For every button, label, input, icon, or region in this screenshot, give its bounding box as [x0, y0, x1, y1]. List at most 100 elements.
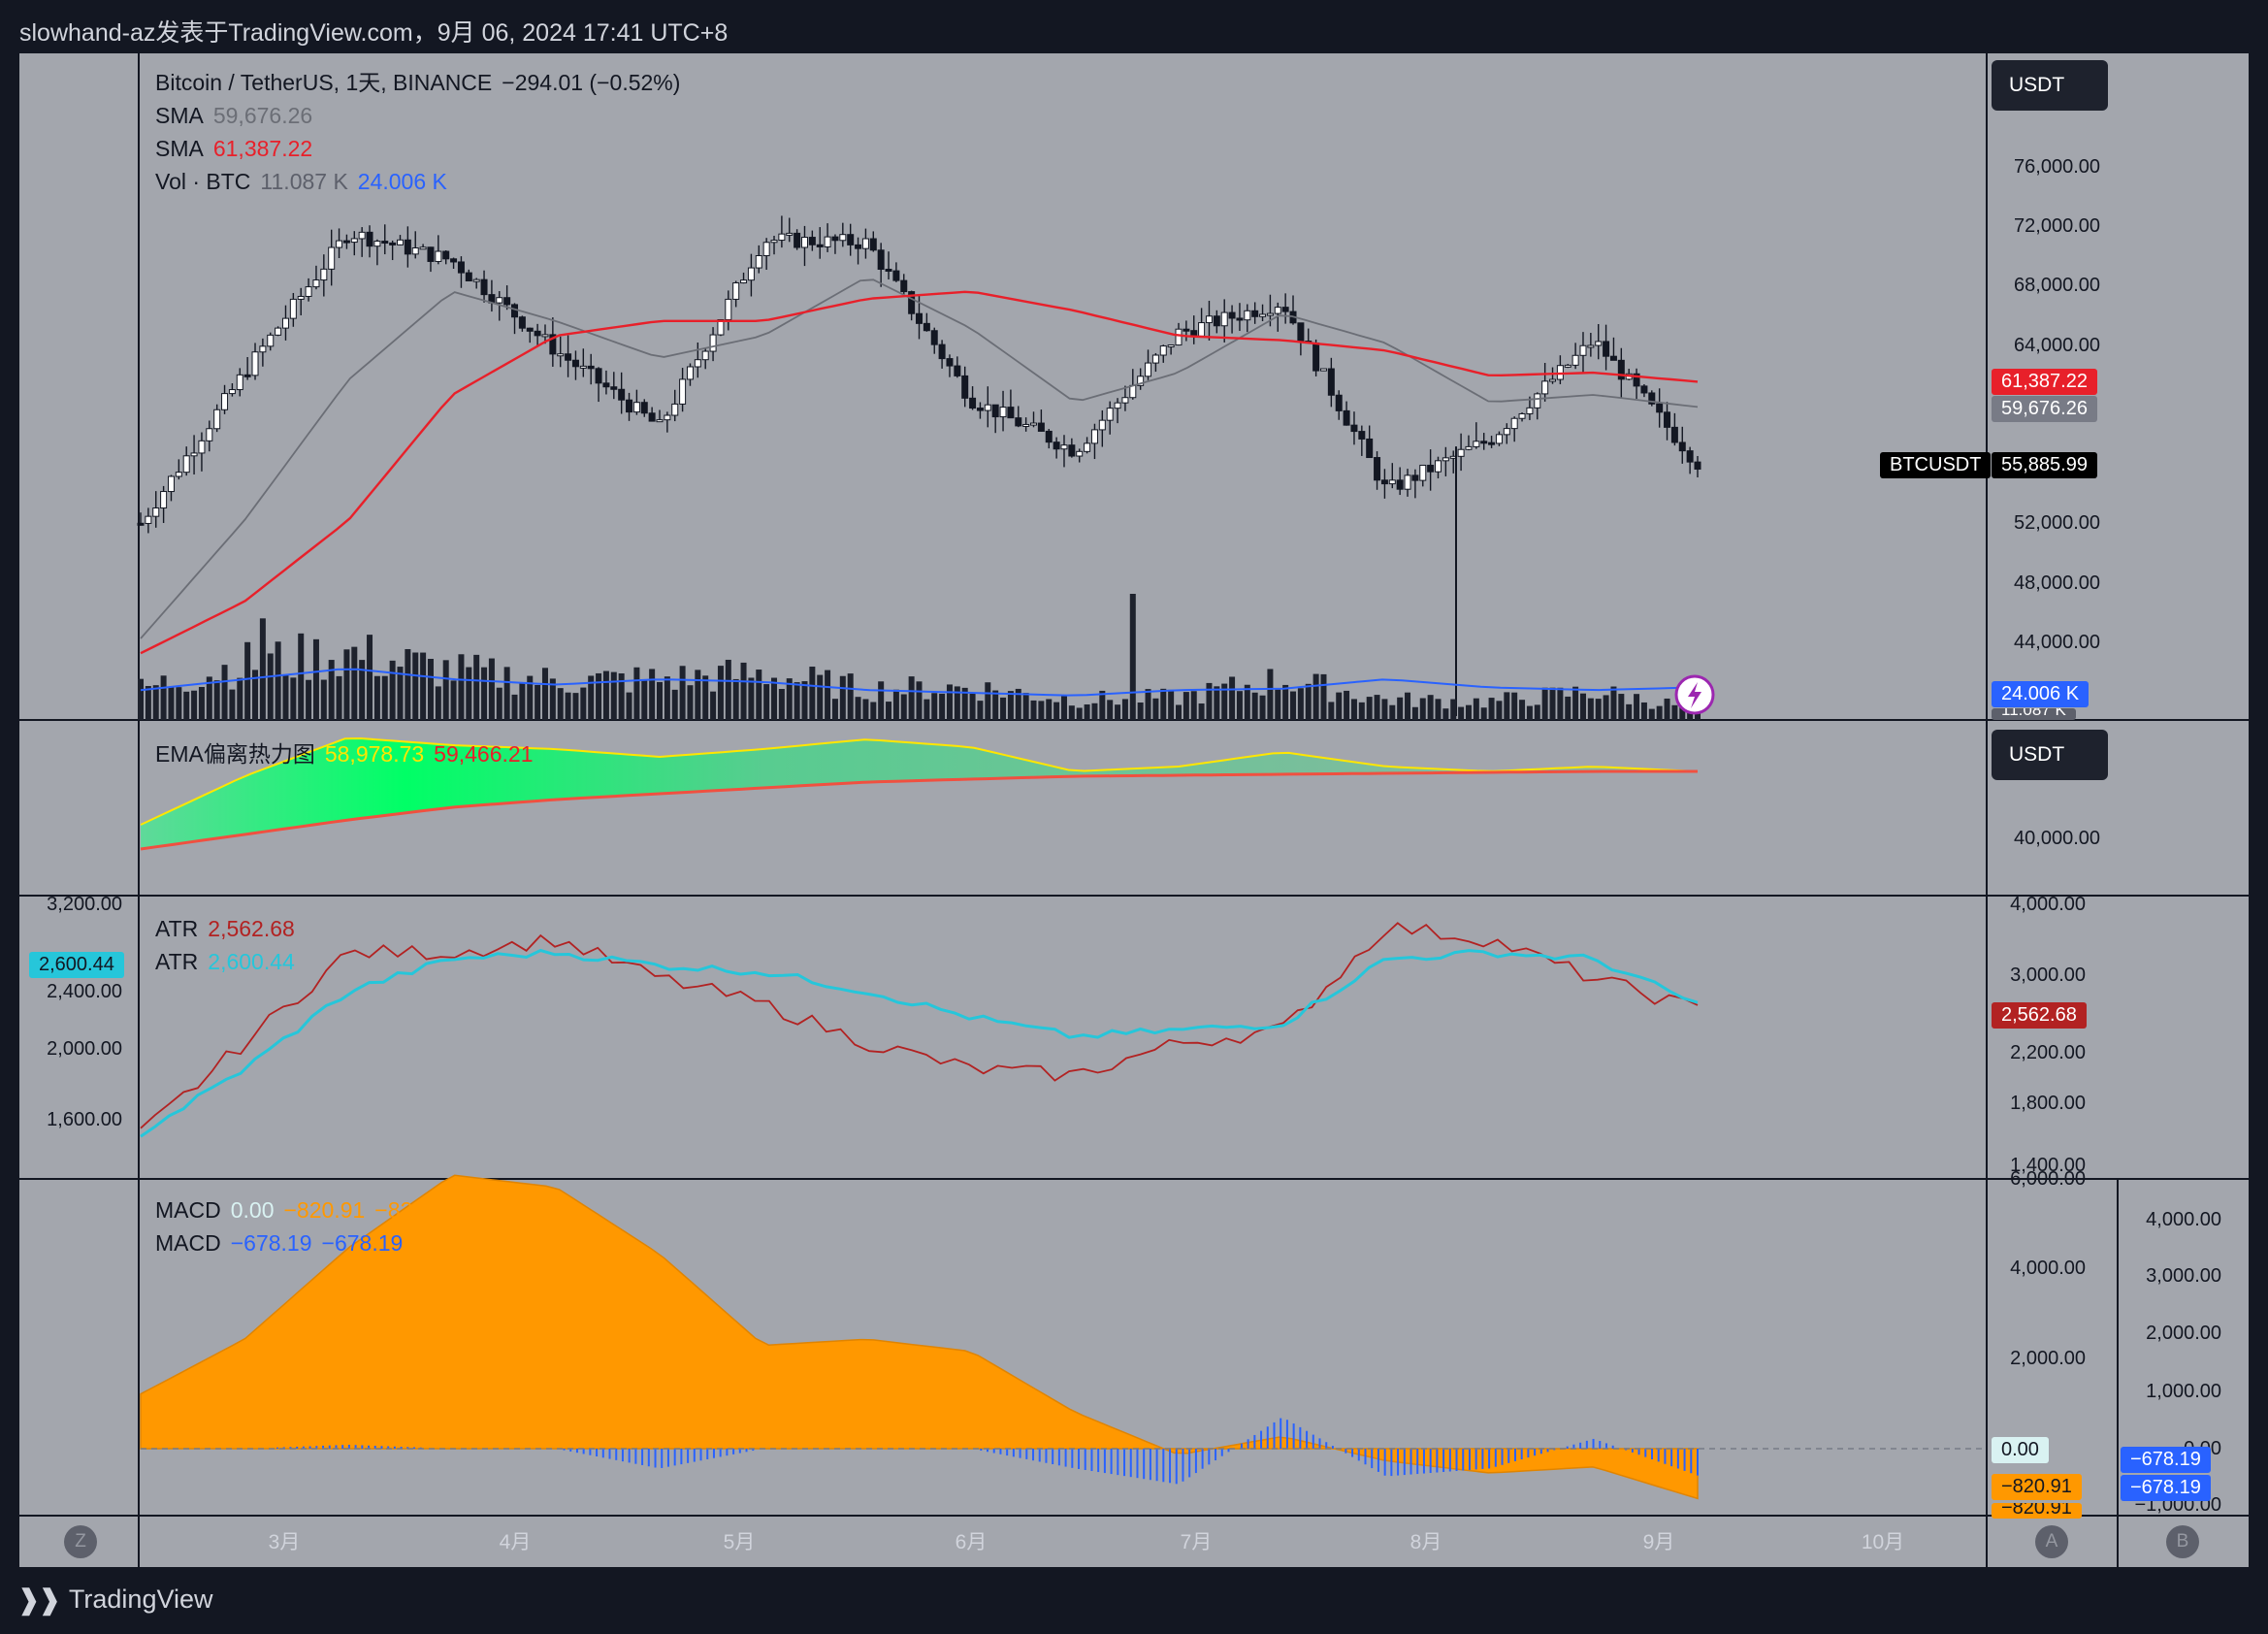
volume-bar	[473, 654, 480, 720]
sma-slow-line	[140, 290, 1699, 655]
macd-value-tag: −820.91	[1992, 1474, 2082, 1500]
candle-body	[565, 353, 572, 361]
volume-bar	[312, 638, 319, 720]
volume-bar	[206, 676, 212, 720]
candle-body	[1503, 428, 1510, 436]
volume-bar	[511, 694, 518, 720]
volume-bar	[1465, 704, 1472, 720]
candle-body	[1549, 378, 1557, 382]
lightning-icon[interactable]	[1674, 674, 1715, 715]
last-price-tag: 55,885.99	[1992, 452, 2097, 478]
volume-bar	[1168, 689, 1175, 720]
candle-body	[1090, 429, 1098, 444]
candle-body	[855, 244, 862, 249]
price-axis-tick: 72,000.00	[2014, 215, 2100, 237]
volume-bar	[1312, 673, 1319, 720]
volume-bar	[1640, 702, 1647, 720]
volume-bar	[435, 686, 441, 720]
volume-bar	[725, 659, 731, 720]
volume-bar	[596, 672, 602, 720]
candle-body	[1473, 441, 1480, 447]
volume-bar	[618, 673, 625, 720]
volume-bar	[282, 674, 289, 720]
volume-bar	[1000, 697, 1007, 720]
volume-bar	[695, 670, 701, 720]
volume-bar	[778, 689, 785, 720]
macd-right-axis-tick: 3,000.00	[2146, 1265, 2221, 1287]
candle-body	[503, 297, 511, 306]
volume-bar	[1198, 703, 1205, 720]
macd-inner-axis-tick: 2,000.00	[2010, 1348, 2086, 1369]
candle-body	[626, 399, 633, 413]
volume-bar	[1259, 695, 1266, 720]
macd-inner-axis-tick: 4,000.00	[2010, 1258, 2086, 1279]
volume-bar	[275, 641, 281, 720]
candle-body	[877, 249, 885, 270]
volume-bar	[496, 687, 502, 720]
candle-body	[305, 286, 312, 297]
footer-brand: ❱❱ TradingView	[17, 1584, 213, 1616]
candle-body	[228, 389, 236, 395]
candle-body	[328, 246, 336, 270]
candle-body	[557, 353, 565, 357]
candle-body	[137, 522, 145, 526]
volume-bar	[160, 675, 167, 720]
volume-bar	[1374, 695, 1380, 720]
candle-body	[1137, 376, 1145, 386]
volume-bar	[1236, 691, 1243, 720]
candle-body	[236, 374, 243, 391]
sma1-label: SMA	[155, 103, 204, 128]
currency-button[interactable]: USDT	[1992, 60, 2108, 111]
volume-bar	[1115, 704, 1121, 720]
volume-bar	[1603, 695, 1609, 720]
macd-right-axis-tick: 1,000.00	[2146, 1381, 2221, 1402]
volume-bar	[1275, 689, 1281, 720]
volume-bar	[1679, 702, 1686, 720]
candle-body	[1015, 417, 1022, 427]
candle-body	[800, 237, 808, 248]
volume-bar	[1519, 700, 1526, 720]
candle-body	[1251, 310, 1259, 317]
volume-bar	[572, 693, 579, 720]
volume-bar	[1344, 690, 1350, 720]
macd-legend: MACD 0.00 −820.91 −820.91 MACD −678.19 −678.1…	[155, 1193, 466, 1259]
volume-bar	[633, 667, 640, 720]
volume-bar	[1206, 682, 1213, 720]
volume-bar	[1389, 704, 1396, 720]
candle-body	[1183, 328, 1190, 332]
ema-fast-line	[140, 736, 1699, 826]
candle-body	[526, 327, 534, 332]
candle-body	[1228, 311, 1236, 319]
candle-body	[251, 351, 259, 376]
volume-bar	[1229, 676, 1236, 720]
candle-body	[1380, 479, 1388, 485]
candle-body	[1068, 444, 1076, 457]
volume-bar	[1664, 698, 1670, 720]
zoom-reset-button[interactable]: Z	[64, 1525, 97, 1558]
footer-brand-text: TradingView	[68, 1585, 213, 1614]
volume-bar	[1068, 705, 1075, 720]
candle-body	[1213, 315, 1220, 327]
volume-bar	[1458, 706, 1465, 720]
candle-body	[1274, 307, 1281, 314]
auto-scale-button[interactable]: A	[2035, 1525, 2068, 1558]
candle-body	[900, 279, 908, 293]
sma-fast-line	[140, 278, 1699, 639]
candle-body	[1151, 354, 1159, 364]
candle-body	[381, 241, 389, 245]
candle-body	[679, 378, 687, 405]
volume-bar	[1626, 703, 1633, 720]
candle-body	[984, 404, 991, 411]
second-scale-button[interactable]: B	[2166, 1525, 2199, 1558]
volume-bar	[389, 660, 396, 720]
candle-body	[1419, 464, 1427, 481]
candle-body	[1427, 464, 1435, 473]
volume-bar	[740, 662, 747, 720]
price-axis-tick: 52,000.00	[2014, 512, 2100, 534]
candle-body	[686, 366, 694, 380]
ema-currency-button[interactable]: USDT	[1992, 730, 2108, 780]
volume-bar	[1015, 688, 1021, 720]
volume-bar	[732, 678, 739, 720]
atr1-value: 2,562.68	[208, 916, 295, 941]
